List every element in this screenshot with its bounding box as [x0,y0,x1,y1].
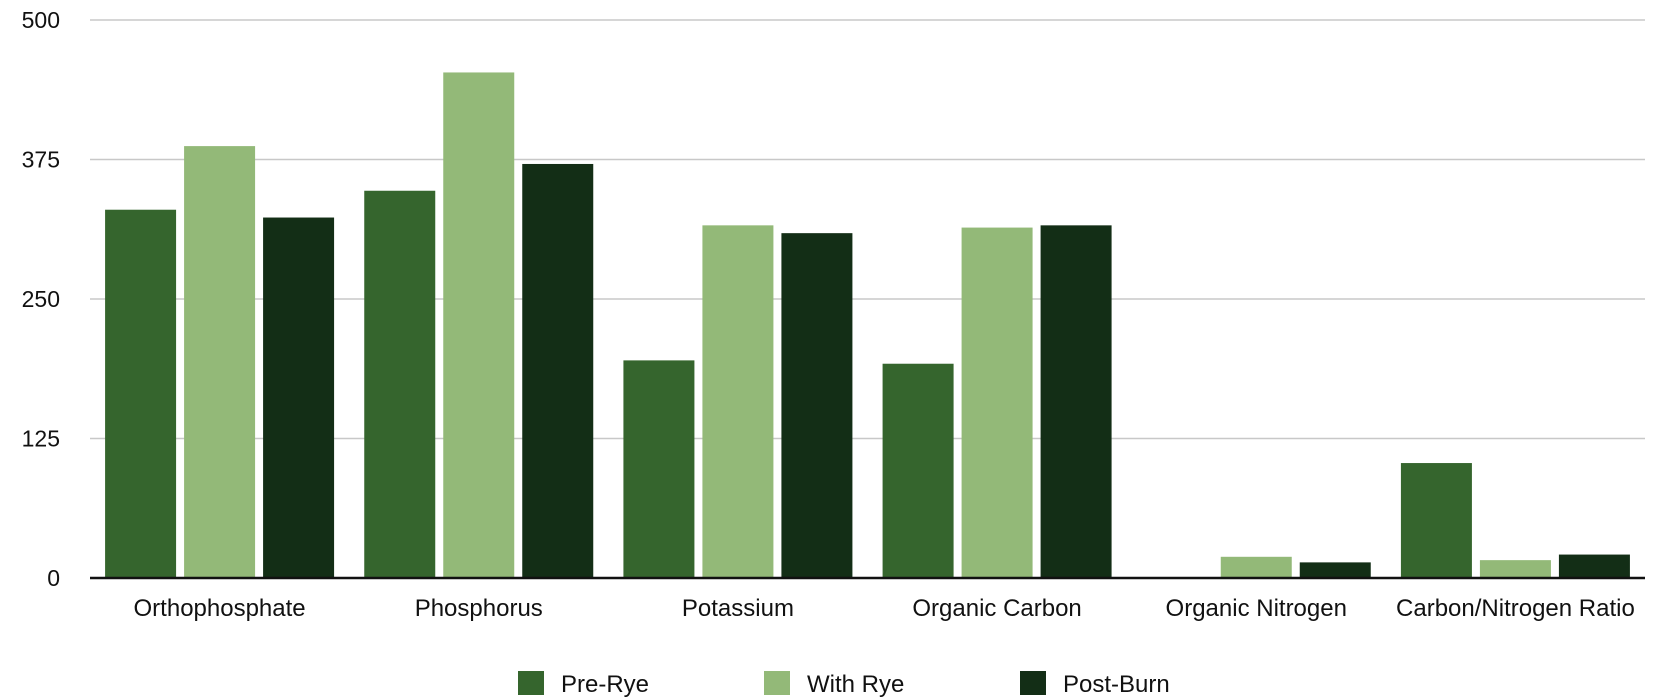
bar-with-rye [184,146,256,578]
legend-swatch [1020,671,1046,695]
bar-pre-rye [364,190,436,579]
bar-post-burn [522,163,594,579]
x-category-label: Potassium [682,595,794,622]
legend-label: Post-Burn [1063,671,1170,698]
bar-pre-rye [105,209,177,578]
y-tick-label: 250 [22,286,60,312]
legend-swatch [764,671,790,695]
bar-with-rye [443,72,515,579]
legend-label: With Rye [807,671,904,698]
bar-post-burn [263,217,335,579]
x-category-label: Organic Nitrogen [1166,595,1347,622]
y-axis-tick-labels: 0 125 250 375 500 [22,7,60,591]
bar-with-rye [961,227,1033,579]
legend: Pre-Rye With Rye Post-Burn [518,671,1170,698]
bar-with-rye [702,225,774,578]
bar-with-rye [1220,556,1292,578]
y-tick-label: 375 [22,147,60,173]
x-category-label: Organic Carbon [912,595,1081,622]
bar-pre-rye [882,363,954,578]
bar-post-burn [781,233,853,578]
legend-label: Pre-Rye [561,671,649,698]
x-category-label: Orthophosphate [134,595,306,622]
bar-post-burn [1299,562,1371,578]
x-category-label: Carbon/Nitrogen Ratio [1396,595,1635,622]
bar-post-burn [1558,554,1630,578]
bars [105,72,1630,579]
bar-post-burn [1040,225,1112,578]
bar-with-rye [1479,560,1551,578]
legend-swatch [518,671,544,695]
y-tick-label: 125 [22,426,60,452]
gridlines [90,19,1645,440]
x-category-label: Phosphorus [415,595,543,622]
y-tick-label: 500 [22,7,60,33]
y-tick-label: 0 [47,565,60,591]
x-axis-category-labels: Orthophosphate Phosphorus Potassium Organic… [134,595,1635,622]
bar-pre-rye [623,360,695,578]
bar-pre-rye [1400,463,1472,578]
